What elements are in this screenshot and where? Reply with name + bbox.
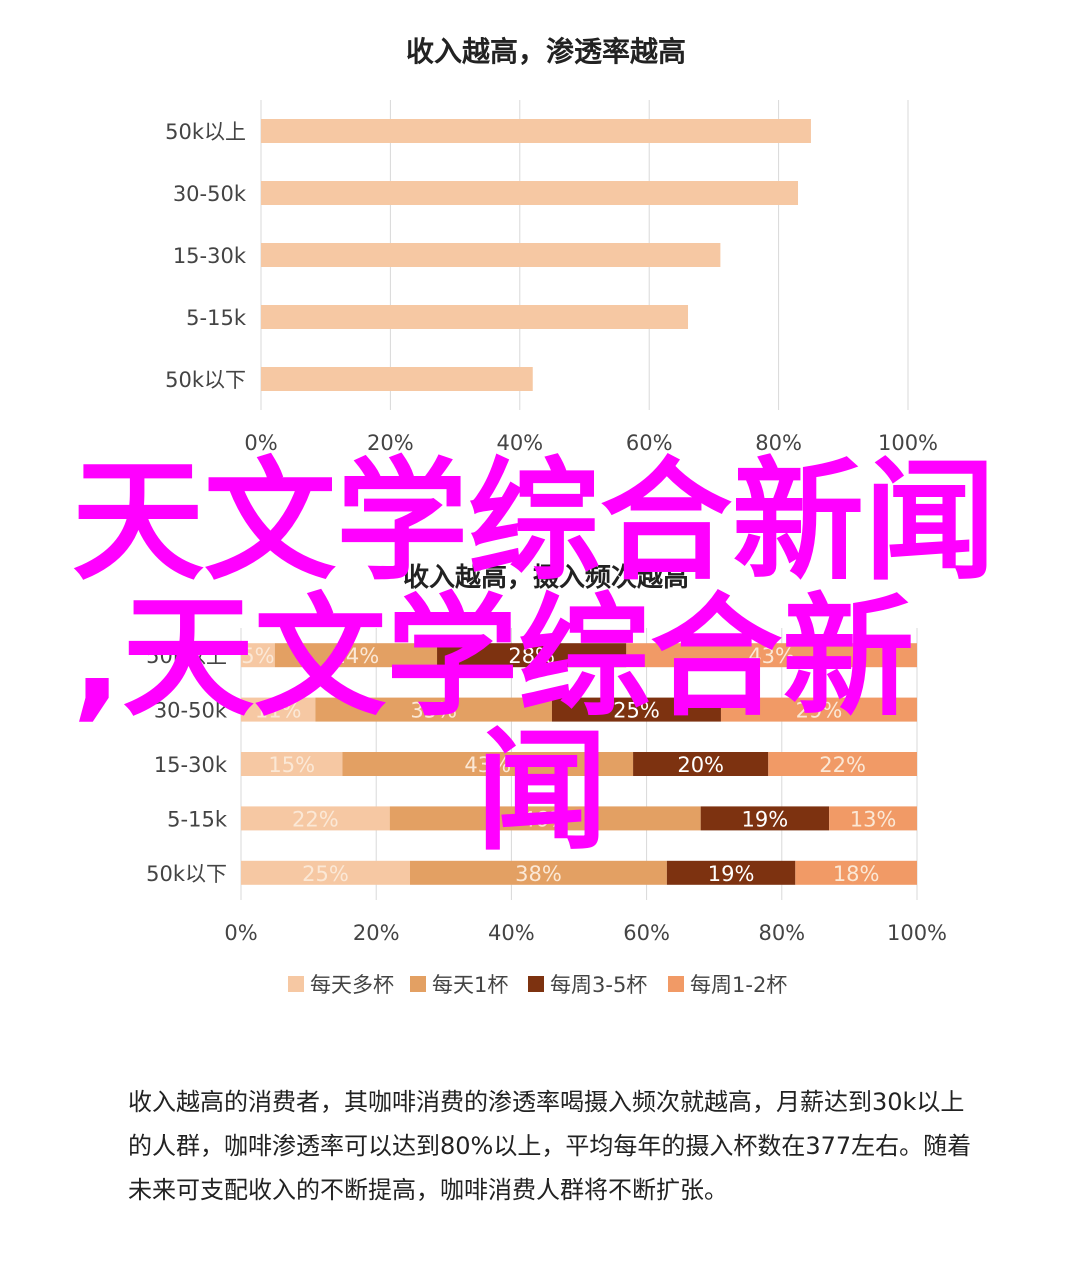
chart2-category-label: 5-15k xyxy=(167,807,228,831)
chart2-bar-segment xyxy=(700,806,830,831)
chart1-x-tick-label: 60% xyxy=(626,431,673,455)
chart2-bar-segment xyxy=(666,860,796,885)
chart2-bar-segment xyxy=(315,697,552,722)
chart2-data-label: 19% xyxy=(708,862,755,886)
chart2-bar-segment xyxy=(241,643,275,668)
chart1-x-tick-label: 40% xyxy=(496,431,543,455)
chart2-data-label: 20% xyxy=(677,753,724,777)
chart2-data-label: 13% xyxy=(850,807,897,831)
chart2-data-label: 43% xyxy=(464,753,511,777)
chart1-plot: 0% 20% 40% 60% 80% 100% 50k以上 30-50k 15-30k 5-15k… xyxy=(165,100,938,455)
caption-paragraph: 收入越高的消费者，其咖啡消费的渗透率喝摄入频次就越高，月薪达到30k以上的人群，… xyxy=(128,1088,972,1204)
chart2-x-tick-label: 0% xyxy=(224,921,257,945)
chart2-title: 收入越高，摄入频次越高 xyxy=(403,562,689,593)
chart2-data-label: 46% xyxy=(522,807,569,831)
chart2-legend-label: 每周3-5杯 xyxy=(550,973,647,997)
chart2-x-tick-label: 20% xyxy=(353,921,400,945)
chart2-data-label: 22% xyxy=(292,807,339,831)
chart2-data-label: 35% xyxy=(410,699,457,723)
chart2-bar-segment xyxy=(274,643,438,668)
chart1-category-label: 30-50k xyxy=(173,182,247,206)
chart2-bar-segment xyxy=(389,806,701,831)
chart2-bar-segment xyxy=(720,697,917,722)
chart2-bar-segment xyxy=(829,806,917,831)
chart2-x-tick-label: 80% xyxy=(758,921,805,945)
chart1-bar xyxy=(261,367,533,391)
chart2-legend-label: 每天1杯 xyxy=(432,973,508,997)
chart1-bar xyxy=(261,181,799,205)
chart2-data-label: 25% xyxy=(302,862,349,886)
chart2-legend-swatch xyxy=(528,976,544,992)
chart2-legend-swatch xyxy=(288,976,304,992)
chart1-x-tick-label: 20% xyxy=(367,431,414,455)
chart2-x-tick-label: 40% xyxy=(488,921,535,945)
chart2-data-label: 11% xyxy=(255,699,302,723)
chart2-data-label: 24% xyxy=(333,644,380,668)
chart1-bar xyxy=(261,243,721,267)
chart2-data-label: 5% xyxy=(241,644,274,668)
chart2-bar-segment xyxy=(551,697,721,722)
chart2-legend-label: 每天多杯 xyxy=(310,973,394,997)
chart2-legend-swatch xyxy=(668,976,684,992)
chart2-bar-segment xyxy=(241,697,316,722)
chart2-data-label: 18% xyxy=(833,862,880,886)
chart2-bar-segment xyxy=(626,643,917,668)
chart2-bar-segment xyxy=(633,752,769,776)
chart2-bar-segment xyxy=(795,860,917,885)
chart2-data-label: 25% xyxy=(613,699,660,723)
chart2-bar-segment xyxy=(768,752,917,776)
chart2-category-label: 50k以上 xyxy=(146,644,227,668)
chart2-data-label: 22% xyxy=(819,753,866,777)
chart1-x-tick-label: 0% xyxy=(244,431,277,455)
chart2-category-label: 15-30k xyxy=(154,753,228,777)
chart2-data-label: 38% xyxy=(515,862,562,886)
chart1-category-label: 50k以上 xyxy=(165,120,246,144)
chart2-bar-segment xyxy=(342,752,634,776)
chart2-data-label: 28% xyxy=(508,644,555,668)
chart2-data-label: 15% xyxy=(268,753,315,777)
chart1-category-label: 15-30k xyxy=(173,244,247,268)
chart2-category-label: 50k以下 xyxy=(146,862,227,886)
chart2-bar-segment xyxy=(241,752,343,776)
chart2-data-label: 43% xyxy=(748,644,795,668)
chart2-x-tick-label: 100% xyxy=(887,921,947,945)
chart1-bar xyxy=(261,305,689,329)
chart2-bar-segment xyxy=(241,860,410,885)
chart1-x-tick-label: 100% xyxy=(878,431,938,455)
chart2-bar-segment xyxy=(241,806,390,831)
chart2-data-label: 29% xyxy=(796,699,843,723)
chart1-x-tick-label: 80% xyxy=(755,431,802,455)
chart2-plot: 0% 20% 40% 60% 80% 100% 50k以上 5% 24% 28% 43% 30-50k… xyxy=(146,628,947,945)
chart2-legend-swatch xyxy=(410,976,426,992)
chart2-legend: 每天多杯 每天1杯 每周3-5杯 每周1-2杯 xyxy=(288,973,787,997)
chart2-bar-segment xyxy=(410,860,667,885)
chart1-title: 收入越高，渗透率越高 xyxy=(406,35,686,68)
chart2-category-label: 30-50k xyxy=(154,699,228,723)
chart2-legend-label: 每周1-2杯 xyxy=(690,973,787,997)
chart1-category-label: 50k以下 xyxy=(165,368,246,392)
chart1-bar xyxy=(261,119,811,143)
chart2-bar-segment xyxy=(437,643,627,668)
chart2-data-label: 19% xyxy=(742,807,789,831)
chart1-category-label: 5-15k xyxy=(186,306,247,330)
chart2-x-tick-label: 60% xyxy=(623,921,670,945)
